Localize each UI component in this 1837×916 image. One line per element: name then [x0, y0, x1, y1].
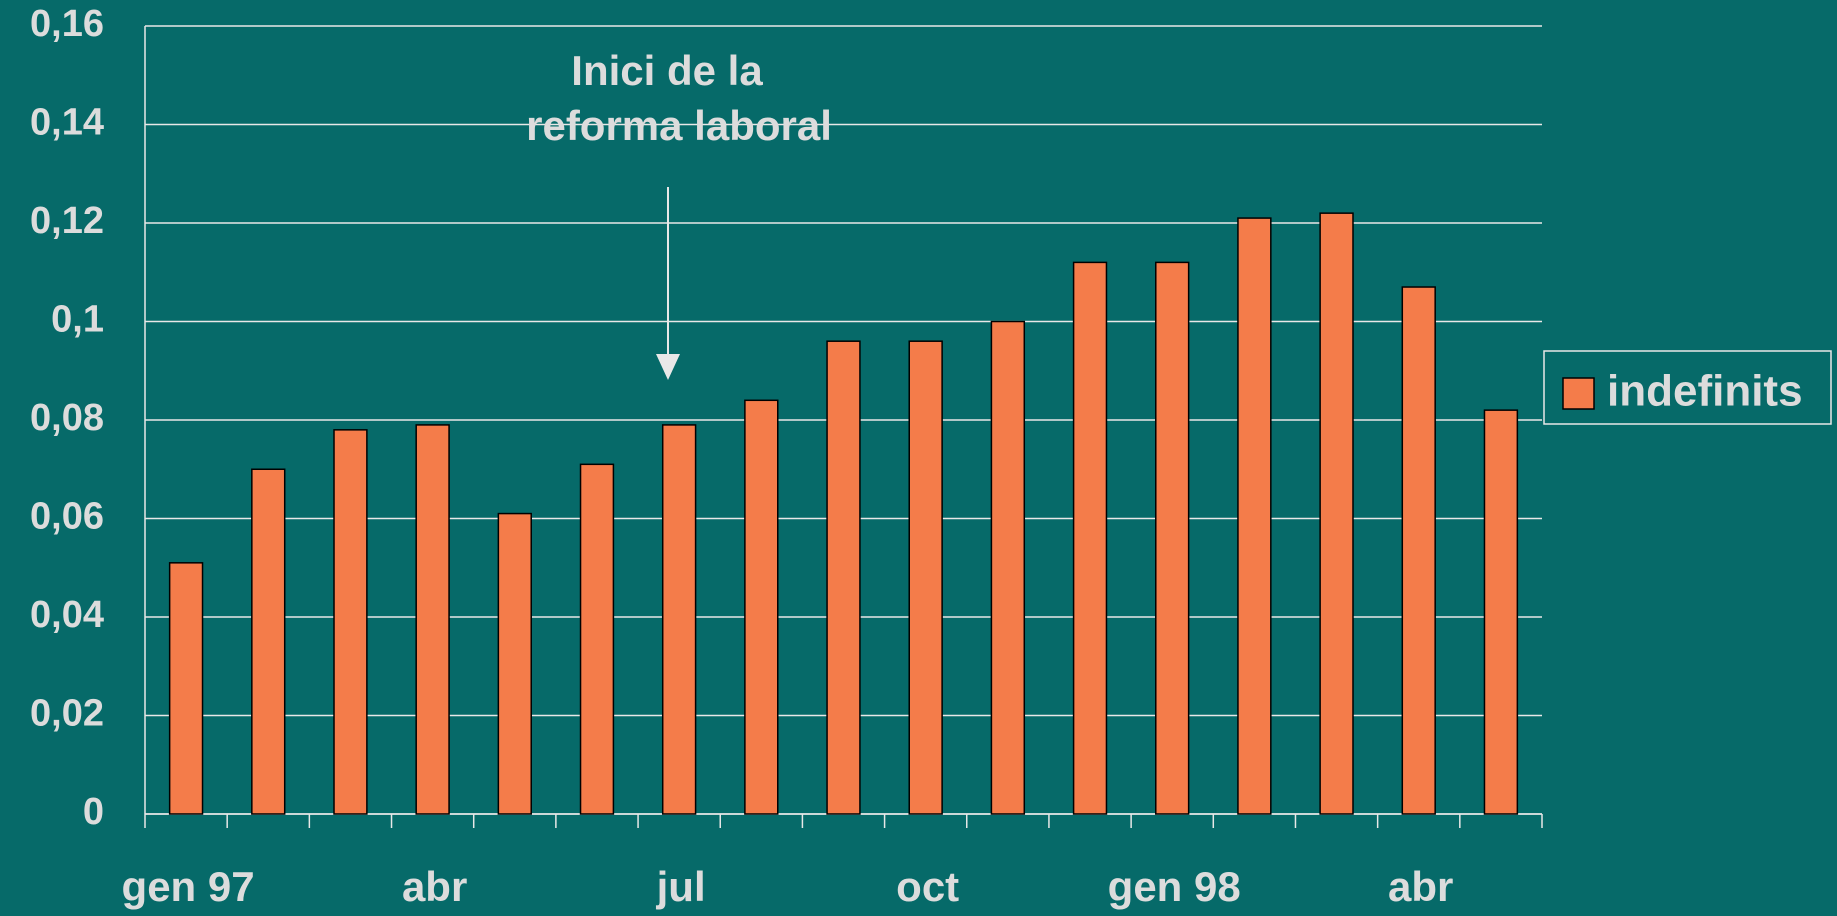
bar [990, 320, 1026, 815]
bar [661, 424, 697, 815]
bar [333, 429, 368, 815]
y-tick-label: 0,06 [30, 496, 104, 538]
x-tick-label: jul [656, 863, 706, 910]
legend-swatch [1562, 377, 1595, 410]
bar [415, 424, 450, 815]
bar [168, 562, 204, 815]
annotation-text: reforma laboral [526, 102, 832, 149]
annotation-arrowhead [656, 354, 680, 380]
bar [1483, 409, 1519, 815]
bar [1237, 217, 1272, 815]
bar [1155, 261, 1190, 815]
x-tick-label: oct [896, 863, 959, 910]
y-tick-label: 0,08 [30, 397, 104, 439]
bar [908, 340, 943, 815]
x-tick-label: abr [1388, 863, 1453, 910]
bar [251, 468, 286, 815]
y-tick-label: 0 [83, 791, 104, 833]
legend-box [1543, 350, 1832, 425]
x-tick-label: abr [402, 863, 467, 910]
y-tick-label: 0,04 [30, 594, 104, 636]
bar [1319, 212, 1354, 815]
x-tick-label: gen 97 [122, 863, 255, 910]
bar [826, 340, 861, 815]
bar [497, 512, 532, 815]
x-tick-label: gen 98 [1108, 863, 1241, 910]
y-tick-label: 0,16 [30, 3, 104, 45]
bar [579, 463, 615, 815]
bar [744, 399, 779, 815]
y-tick-label: 0,02 [30, 693, 104, 735]
y-tick-label: 0,14 [30, 102, 104, 144]
legend-label: indefinits [1607, 367, 1803, 416]
y-tick-label: 0,1 [51, 299, 104, 341]
bar [1072, 261, 1108, 815]
bar [1401, 286, 1436, 815]
y-tick-label: 0,12 [30, 200, 104, 242]
annotation-text: Inici de la [571, 47, 763, 94]
